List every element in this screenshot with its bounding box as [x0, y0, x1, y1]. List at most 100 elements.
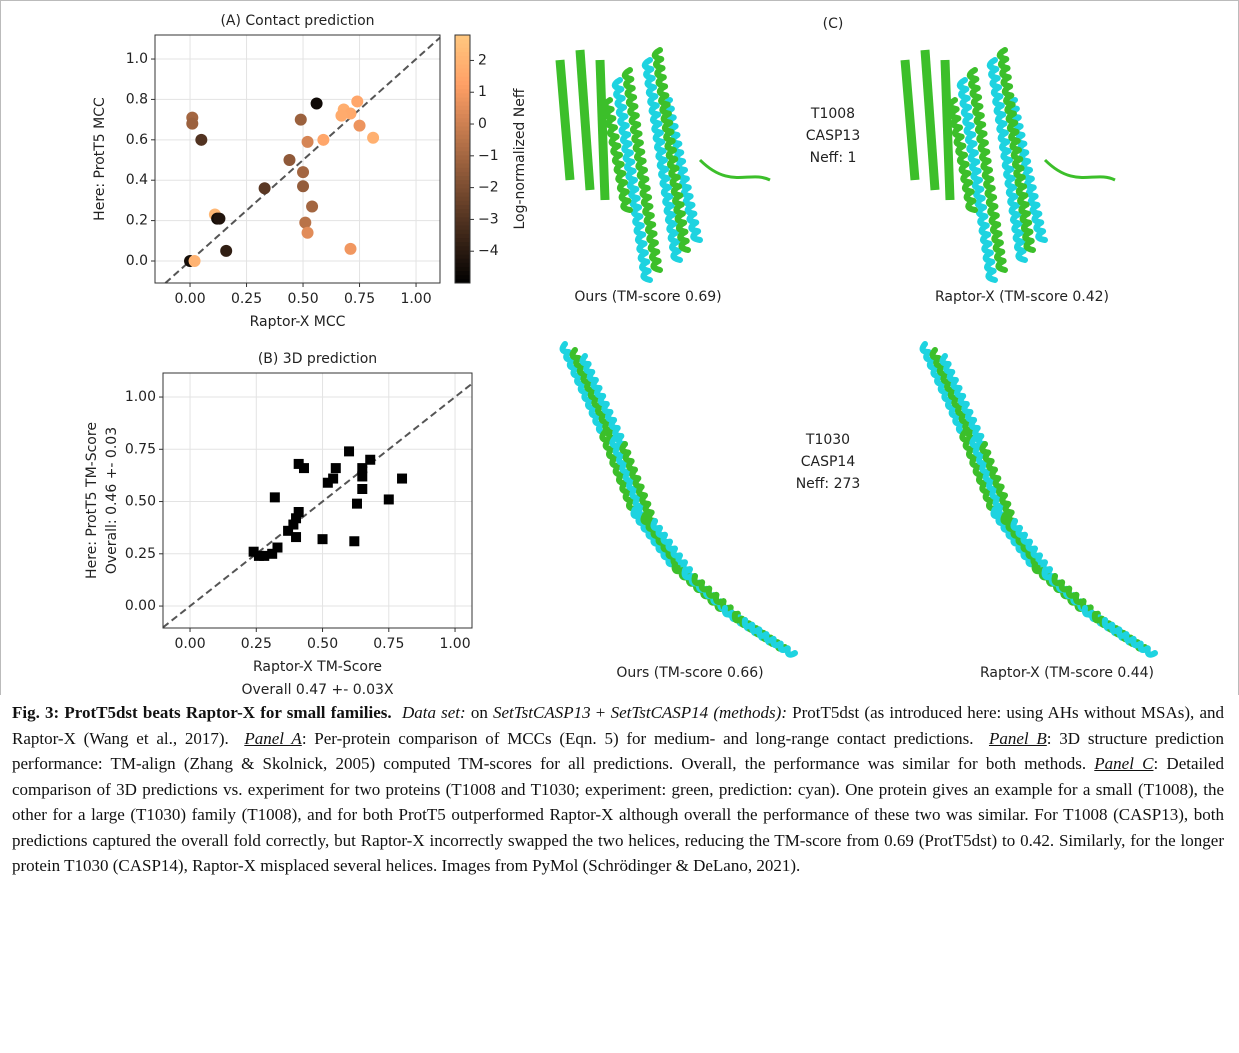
colorbar-step	[455, 270, 470, 276]
x-tick-label: 0.50	[307, 636, 338, 652]
colorbar-step	[455, 221, 470, 226]
helix	[601, 97, 633, 213]
data-point	[288, 519, 299, 530]
data-point	[259, 550, 270, 561]
y-tick-label: 1.00	[125, 389, 156, 405]
colorbar-step	[455, 187, 470, 193]
image-caption: Raptor-X (TM-score 0.42)	[935, 289, 1109, 305]
target-info: T1008	[810, 106, 855, 122]
x-tick-label: 0.00	[174, 636, 205, 652]
data-point	[297, 180, 310, 193]
colorbar-step	[455, 225, 470, 230]
colorbar-step	[455, 258, 470, 263]
data-point	[253, 550, 264, 561]
helix	[959, 429, 998, 512]
x-tick-label: 0.75	[344, 291, 375, 307]
plot-frame	[162, 372, 473, 629]
helix	[966, 67, 1008, 273]
helix	[990, 506, 1038, 568]
caption-text: : Detailed comparison of 3D predictions …	[12, 754, 1225, 875]
caption-text: Panel C	[1094, 754, 1154, 773]
colorbar-step	[455, 84, 470, 90]
caption-text: Panel B	[988, 728, 1047, 748]
data-point	[301, 135, 314, 148]
x-tick-label: 1.00	[400, 291, 431, 307]
colorbar-step	[455, 51, 470, 57]
caption-title: Fig. 3: ProtT5dst beats Raptor-X for sma…	[12, 703, 392, 722]
data-point	[195, 133, 208, 146]
colorbar-step	[455, 109, 470, 115]
colorbar-step	[455, 43, 470, 48]
data-point	[335, 109, 348, 122]
protein-images	[555, 47, 1158, 658]
colorbar-step	[455, 196, 470, 201]
colorbar-step	[455, 150, 470, 156]
chart-title: (A) Contact prediction	[220, 13, 374, 29]
caption-text: (methods):	[713, 703, 787, 722]
data-point	[299, 216, 312, 229]
colorbar-step	[455, 208, 470, 214]
helix	[619, 441, 658, 524]
colorbar-step	[455, 241, 470, 247]
colorbar-step	[455, 237, 470, 243]
colorbar-step	[455, 88, 470, 94]
colorbar-tick-label: −2	[478, 180, 499, 196]
data-point	[344, 446, 355, 457]
colorbar-step	[455, 138, 470, 143]
y-tick-label: 0.0	[126, 253, 148, 269]
data-point	[365, 454, 376, 465]
y-tick-label: 0.25	[125, 546, 156, 562]
colorbar-step	[455, 179, 470, 185]
caption-text: : 3D structure prediction performance: T…	[12, 728, 1224, 774]
strand	[555, 59, 575, 181]
data-point	[310, 97, 323, 110]
y-tick-label: 1.0	[126, 51, 148, 67]
data-point	[353, 119, 366, 132]
colorbar-step	[455, 63, 470, 69]
colorbar-step	[455, 113, 470, 119]
helix	[929, 347, 978, 441]
plot-frame	[154, 34, 441, 284]
panel-label: (C)	[823, 16, 844, 32]
colorbar-step	[455, 130, 470, 135]
colorbar-step	[455, 154, 470, 160]
helix	[946, 97, 978, 213]
caption-text: : Per-protein comparison of MCCs (Eqn. 5…	[301, 728, 974, 748]
helix	[919, 341, 968, 435]
colorbar-step	[455, 76, 470, 81]
y-tick-label: 0.4	[126, 172, 148, 188]
data-point	[291, 513, 302, 524]
diagonal	[162, 382, 473, 629]
colorbar-tick-label: 2	[478, 52, 487, 68]
x-tick-label: 0.00	[174, 291, 205, 307]
data-point	[330, 463, 341, 474]
caption-text: Panel A	[244, 728, 302, 748]
strand	[575, 49, 595, 191]
data-point	[322, 477, 333, 488]
colorbar-step	[455, 274, 470, 280]
colorbar-frame	[454, 34, 471, 284]
colorbar-step	[455, 200, 470, 205]
caption-text: +	[595, 703, 606, 722]
colorbar-step	[455, 68, 470, 73]
data-point	[357, 471, 368, 482]
caption-text: Data set:	[401, 703, 466, 722]
x-axis-label: Raptor-X MCC	[250, 314, 346, 330]
caption-text: SetTstCASP13	[493, 703, 591, 722]
colorbar-step	[455, 229, 470, 234]
data-point	[186, 117, 199, 130]
colorbar-step	[455, 216, 470, 222]
y-tick-label: 0.50	[125, 494, 156, 510]
y-axis-label: Here: ProtT5 TM-Score	[84, 422, 100, 579]
colorbar-step	[455, 59, 470, 65]
colorbar-step	[455, 146, 470, 152]
helix	[569, 347, 618, 441]
y-axis-label: Here: ProtT5 MCC	[92, 97, 108, 221]
data-point	[344, 107, 357, 120]
x-tick-label: 0.75	[373, 636, 404, 652]
colorbar-step	[455, 278, 470, 284]
helix	[559, 341, 608, 435]
helix	[621, 67, 663, 273]
data-point	[397, 473, 408, 484]
colorbar-step	[455, 92, 470, 98]
